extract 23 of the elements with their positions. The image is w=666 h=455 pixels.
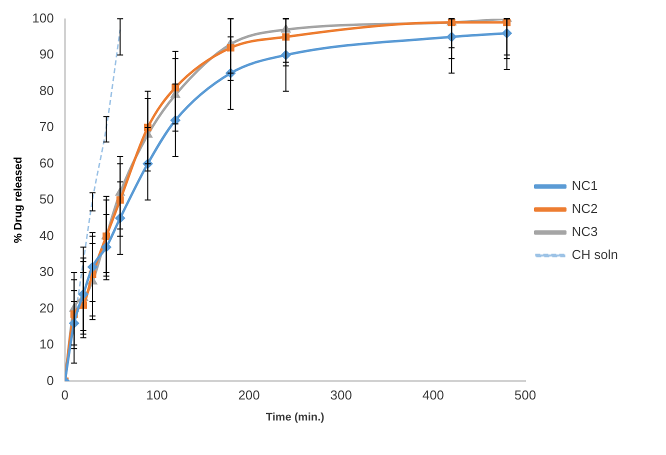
x-tick-label: 0: [61, 388, 69, 403]
x-tick-label: 300: [330, 388, 352, 403]
y-tick-label: 0: [46, 372, 54, 388]
legend-label: CH soln: [572, 247, 618, 262]
y-tick-label: 100: [32, 10, 54, 26]
x-tick-label: 400: [422, 388, 444, 403]
y-tick-label: 70: [39, 119, 54, 134]
y-tick-label: 20: [39, 300, 54, 316]
x-tick-label: 500: [514, 388, 536, 403]
y-tick-label: 90: [39, 46, 54, 62]
y-tick-label: 80: [39, 82, 54, 98]
y-tick-label: 30: [39, 264, 54, 280]
y-tick-label: 60: [39, 155, 54, 170]
y-tick-label: 50: [39, 192, 54, 207]
y-axis-title: % Drug released: [12, 156, 25, 244]
x-tick-label: 100: [146, 388, 168, 403]
x-tick-label: 200: [238, 388, 260, 403]
y-tick-label: 10: [39, 336, 54, 352]
y-tick-label: 40: [39, 228, 54, 243]
legend-label: NC3: [572, 224, 598, 240]
legend-label: NC2: [572, 201, 598, 216]
legend-label: NC1: [572, 178, 598, 194]
x-axis-title: Time (min.): [266, 411, 325, 424]
